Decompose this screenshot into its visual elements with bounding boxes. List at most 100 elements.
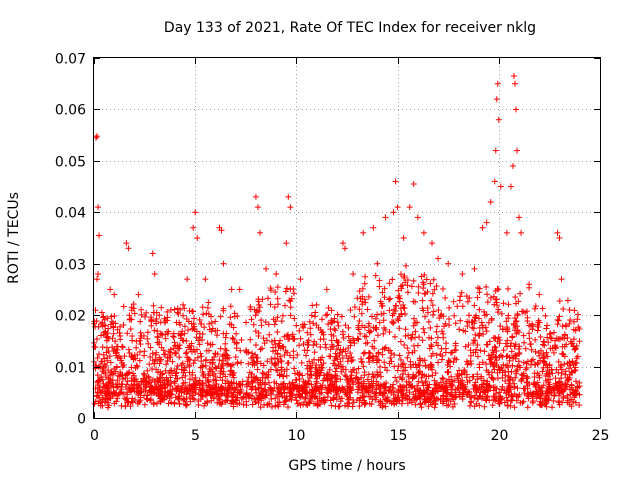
data-point: [268, 360, 275, 367]
data-point: [407, 358, 414, 365]
data-point: [296, 342, 303, 349]
data-point: [151, 271, 158, 277]
data-point: [252, 351, 259, 358]
data-point: [447, 349, 454, 356]
data-point: [104, 315, 111, 322]
data-point: [258, 322, 265, 329]
data-point: [377, 373, 384, 380]
data-point: [520, 398, 527, 405]
x-tick-label: 10: [288, 428, 306, 444]
data-point: [317, 343, 324, 350]
data-point: [555, 369, 562, 376]
data-point: [154, 378, 161, 385]
data-point: [419, 337, 426, 344]
data-point: [99, 358, 106, 365]
data-point: [376, 277, 383, 284]
data-point: [405, 332, 412, 339]
data-point: [184, 401, 191, 408]
data-point: [470, 337, 477, 344]
data-point: [360, 229, 367, 236]
data-point: [113, 343, 120, 350]
data-point: [437, 351, 444, 358]
data-point: [150, 401, 157, 408]
data-point: [502, 378, 509, 385]
data-point: [515, 345, 522, 352]
data-point: [562, 368, 569, 375]
data-point: [359, 298, 366, 305]
data-point: [382, 364, 389, 371]
data-point: [287, 304, 294, 311]
data-point: [184, 358, 191, 365]
data-point: [382, 403, 389, 410]
data-point: [481, 348, 488, 355]
data-point: [199, 363, 206, 370]
data-point: [138, 311, 145, 318]
data-point: [151, 327, 158, 334]
data-point: [406, 204, 413, 211]
data-point: [390, 209, 397, 216]
data-point: [129, 337, 136, 344]
data-point: [471, 265, 478, 272]
data-point: [392, 374, 399, 381]
data-point: [327, 353, 334, 360]
data-point: [504, 343, 511, 350]
data-point: [370, 224, 377, 231]
data-point: [434, 323, 441, 330]
data-point: [508, 348, 515, 355]
data-point: [387, 354, 394, 361]
data-point: [551, 392, 558, 399]
data-point: [367, 328, 374, 335]
chart-title: Day 133 of 2021, Rate Of TEC Index for r…: [164, 20, 536, 36]
data-point: [245, 374, 252, 381]
data-point: [164, 354, 171, 361]
data-point: [256, 301, 263, 308]
data-point: [474, 294, 481, 301]
data-point: [408, 283, 415, 290]
data-point: [514, 147, 521, 154]
data-point: [176, 354, 183, 361]
data-point: [324, 393, 331, 400]
data-point: [130, 305, 137, 312]
data-point: [296, 327, 303, 334]
data-point: [367, 350, 374, 357]
data-point: [396, 352, 403, 359]
data-point: [108, 313, 115, 320]
data-point: [507, 183, 514, 190]
data-point: [165, 400, 172, 407]
data-point: [442, 345, 449, 352]
data-point: [511, 80, 518, 87]
data-point: [536, 291, 543, 298]
data-point: [308, 371, 315, 378]
data-point: [337, 398, 344, 405]
y-tick-label: 0: [77, 412, 86, 428]
data-point: [204, 340, 211, 347]
data-point: [313, 380, 320, 387]
data-point: [524, 318, 531, 325]
data-point: [123, 381, 130, 388]
data-point: [249, 350, 256, 357]
data-point: [442, 320, 449, 327]
data-point: [466, 312, 473, 319]
data-point: [351, 304, 358, 311]
data-point: [270, 348, 277, 355]
data-point: [146, 377, 153, 384]
data-point: [297, 335, 304, 342]
data-point: [419, 297, 426, 304]
data-point: [309, 302, 316, 309]
data-point: [361, 333, 368, 340]
data-point: [188, 320, 195, 327]
data-point: [179, 374, 186, 381]
data-point: [369, 396, 376, 403]
data-point: [137, 348, 144, 355]
data-point: [127, 326, 134, 333]
data-point: [446, 322, 453, 329]
data-point: [144, 367, 151, 374]
data-point: [476, 306, 483, 313]
data-point: [119, 344, 126, 351]
data-point: [418, 374, 425, 381]
data-point: [543, 349, 550, 356]
data-point: [396, 325, 403, 332]
data-point: [565, 365, 572, 372]
data-point: [391, 333, 398, 340]
